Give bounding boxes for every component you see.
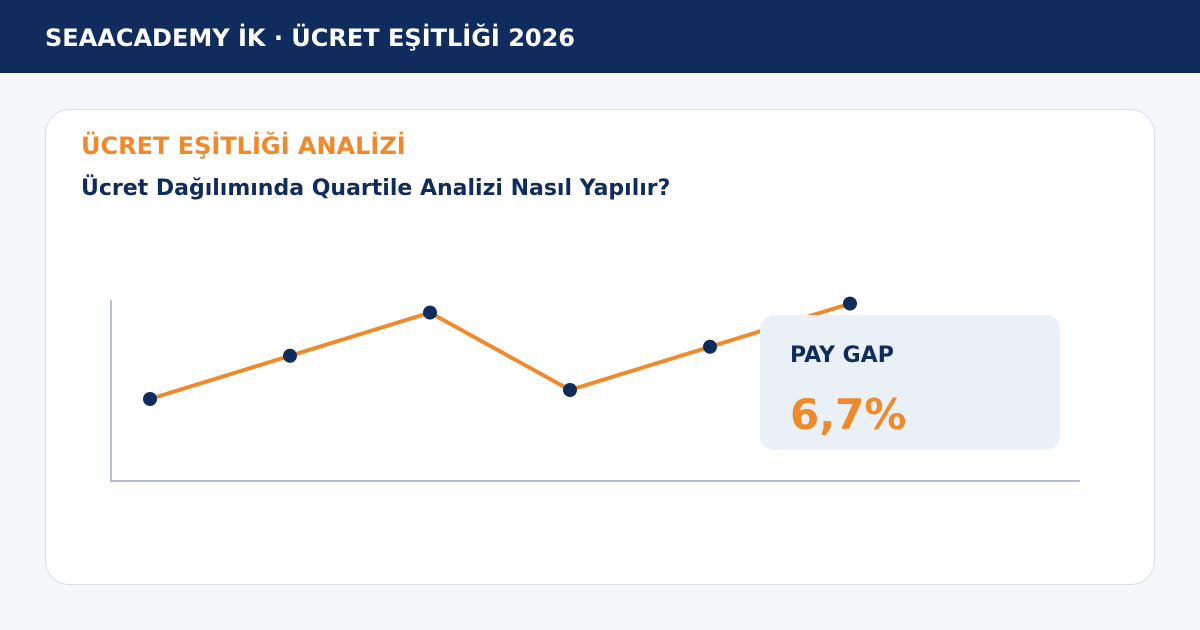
- point: [423, 305, 437, 320]
- header-title: SEAACADEMY İK · ÜCRET EŞİTLİĞİ 2026: [0, 0, 1200, 73]
- point: [283, 348, 297, 363]
- stat-value: 6,7%: [790, 390, 907, 439]
- stat-box: PAY GAP 6,7%: [760, 315, 1060, 450]
- point: [563, 383, 577, 397]
- point: [843, 296, 857, 311]
- point: [143, 392, 157, 406]
- stat-label: PAY GAP: [790, 343, 894, 368]
- data-line: [149, 301, 851, 401]
- card-title: Ücret Dağılımında Quartile Analizi Nasıl…: [81, 176, 671, 201]
- point: [703, 339, 717, 354]
- kicker: ÜCRET EŞİTLİĞİ ANALİZİ: [81, 132, 406, 160]
